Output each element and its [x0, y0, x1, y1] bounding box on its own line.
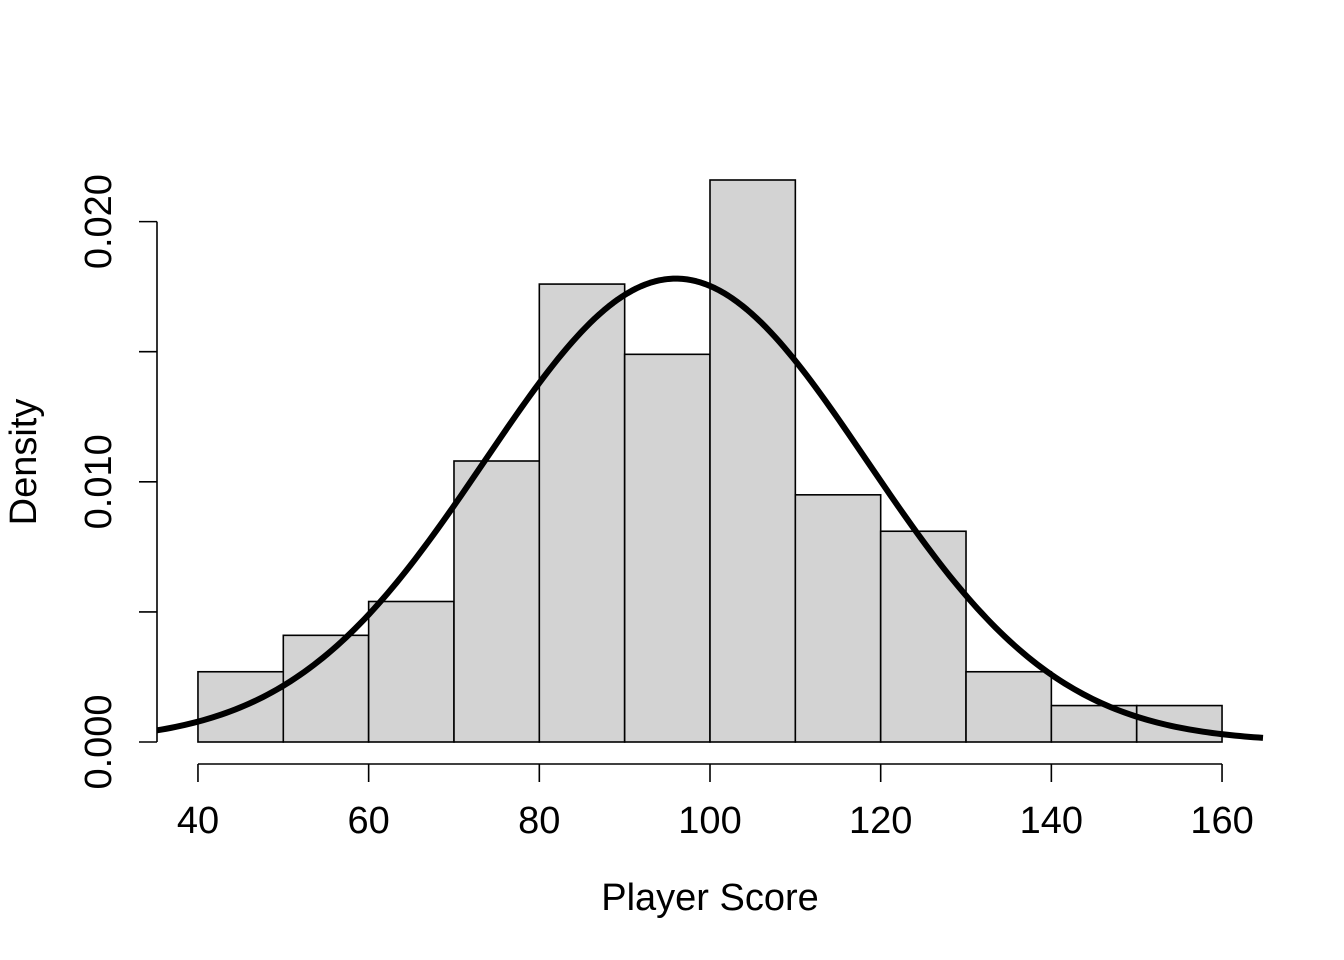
histogram-bar [367, 600, 455, 743]
x-tick-label: 40 [177, 800, 219, 842]
x-tick-label: 120 [849, 800, 912, 842]
histogram-bar [1135, 704, 1223, 743]
x-axis: 40 60 80 100 120 140 160 [177, 763, 1254, 842]
normal-density-curve [156, 275, 1264, 741]
histogram-bar [623, 353, 711, 743]
y-tick-label: 0.020 [78, 174, 120, 269]
histogram-bar [453, 460, 541, 743]
x-tick-label: 160 [1190, 800, 1253, 842]
y-axis-title: Density [3, 399, 45, 526]
x-axis-title: Player Score [601, 877, 819, 919]
histogram-bars [197, 179, 1223, 743]
histogram-bar [794, 494, 882, 743]
y-axis: 0.000 0.010 0.020 [78, 174, 158, 790]
x-tick-label: 80 [518, 800, 560, 842]
histogram-bar [709, 179, 797, 743]
y-tick-label: 0.010 [78, 434, 120, 529]
x-tick-label: 100 [678, 800, 741, 842]
x-tick-label: 140 [1020, 800, 1083, 842]
x-tick-label: 60 [348, 800, 390, 842]
y-tick-label: 0.000 [78, 694, 120, 789]
histogram-bar [538, 283, 626, 743]
histogram-bar [879, 530, 967, 743]
histogram-bar [965, 670, 1053, 743]
